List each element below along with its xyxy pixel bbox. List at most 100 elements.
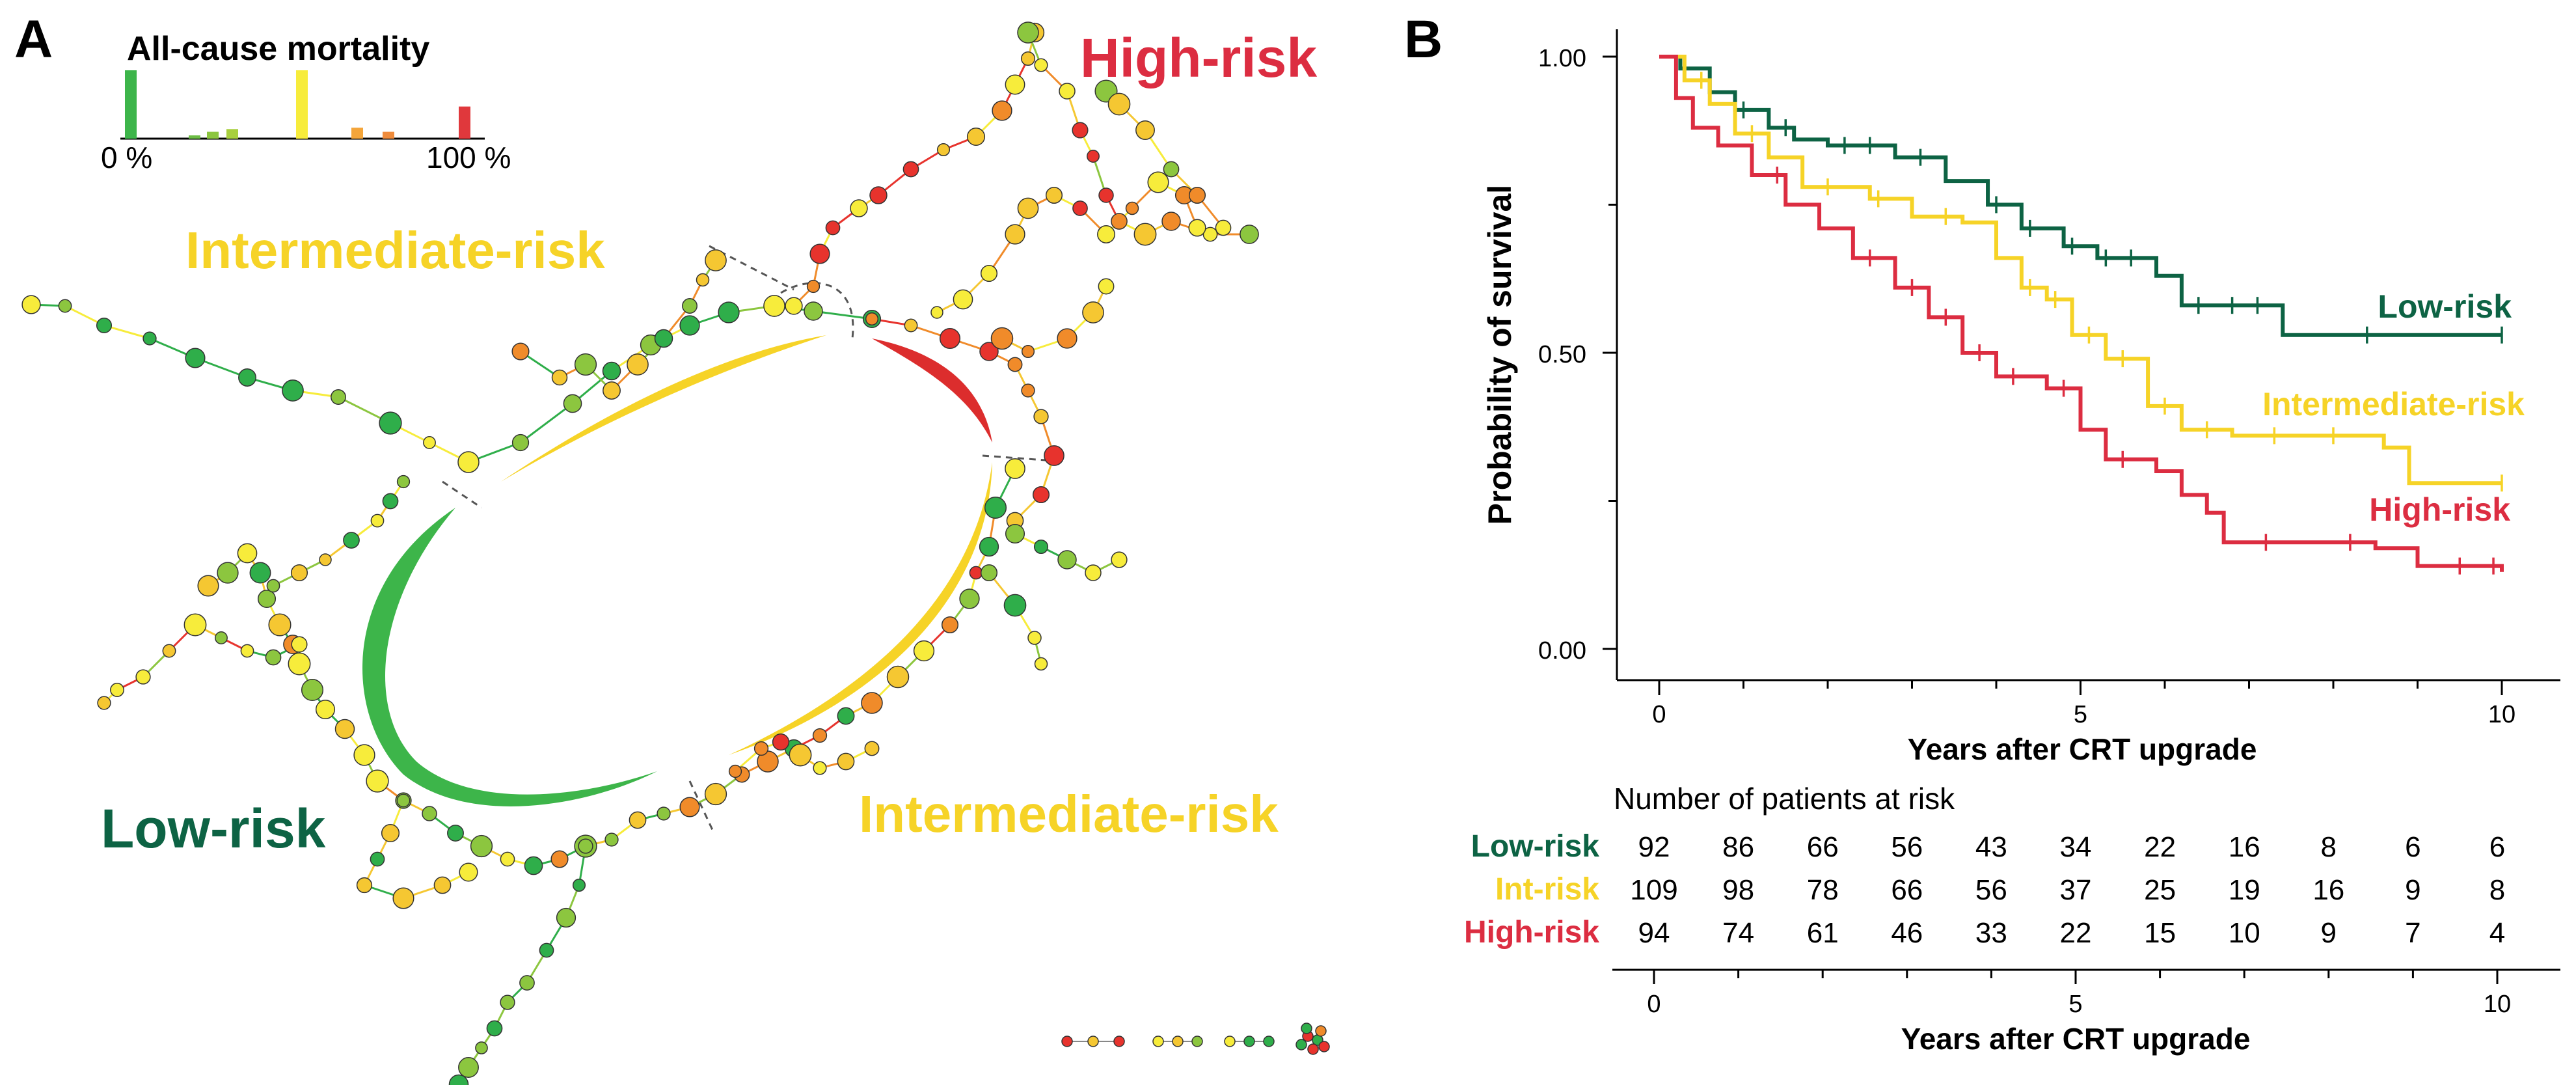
network-node (705, 249, 727, 271)
risk-cell: 66 (1891, 874, 1923, 906)
risk-table-ticks: 0 5 10 (1647, 970, 2511, 1018)
network-node (763, 295, 785, 317)
network-node (1020, 51, 1036, 66)
network-node (58, 299, 72, 313)
network-node (861, 692, 883, 714)
curve-label: High-risk (2369, 491, 2510, 528)
network-node (718, 301, 740, 323)
network-node (315, 699, 336, 720)
network-node (604, 832, 619, 847)
risk-cell: 37 (2060, 874, 2092, 906)
network-node (804, 301, 823, 321)
network-node (282, 379, 304, 402)
network-node (603, 381, 621, 400)
network-node (97, 696, 111, 710)
network-node (379, 411, 402, 435)
label-intermediate-risk-top: Intermediate-risk (185, 221, 605, 279)
network-node (1085, 564, 1102, 581)
network-node (1133, 223, 1157, 246)
network-node (1240, 225, 1259, 244)
network-node (21, 295, 41, 314)
network-node (1082, 301, 1104, 323)
risk-cell: 46 (1891, 917, 1923, 949)
network-node (396, 793, 411, 808)
risk-cell: 109 (1630, 874, 1677, 906)
risk-cell: 33 (1975, 917, 2007, 949)
network-node (500, 851, 515, 867)
mortality-legend: All-cause mortality 0 % 100 % (101, 30, 511, 174)
network-node (837, 752, 855, 771)
legend-bar (189, 135, 200, 139)
network-node (240, 644, 254, 658)
risk-table-title: Number of patients at risk (1614, 782, 1955, 816)
risk-cell: 16 (2312, 874, 2344, 906)
risk-cell: 6 (2405, 831, 2420, 863)
network-node (806, 279, 820, 294)
survival-plot: 0.00 0.50 1.00 0 5 10 Probability of surviva… (1482, 29, 2560, 766)
network-node (1087, 150, 1100, 163)
legend-min-label: 0 % (101, 141, 152, 174)
network-node (1097, 225, 1115, 243)
network-node (288, 652, 311, 676)
risk-cell: 98 (1722, 874, 1754, 906)
network-node (1033, 409, 1049, 424)
network-edge (103, 324, 150, 340)
risk-cell: 94 (1638, 917, 1670, 949)
network-node (197, 575, 219, 597)
network-node (1301, 1023, 1312, 1034)
network-node (366, 769, 389, 793)
curve-label: Low-risk (2378, 288, 2512, 325)
network-node (215, 631, 228, 644)
network-node (392, 887, 414, 909)
network-node (992, 100, 1012, 121)
network-node (470, 834, 493, 858)
network-node (886, 665, 910, 689)
network-node (902, 161, 919, 178)
risk-cell: 6 (2489, 831, 2505, 863)
network-node (370, 851, 385, 867)
risk-cell: 9 (2405, 874, 2420, 906)
network-node (574, 353, 597, 376)
risk-cell: 15 (2144, 917, 2176, 949)
network-node (249, 562, 271, 584)
network-node (1188, 219, 1206, 237)
y-axis-label: Probability of survival (1482, 185, 1518, 525)
network-node (290, 564, 308, 582)
y-tick-label: 0.00 (1538, 637, 1586, 665)
risk-cell: 16 (2229, 831, 2260, 863)
legend-bar (459, 106, 470, 139)
risk-cell: 8 (2321, 831, 2337, 863)
network-node (1087, 1036, 1099, 1047)
cluster-boundaries (442, 245, 1055, 831)
legend-title: All-cause mortality (127, 30, 429, 68)
network-node (1163, 161, 1180, 178)
network-node (1215, 219, 1232, 236)
network-node (422, 806, 437, 821)
network-node (353, 744, 375, 766)
x-tick-label: 5 (2074, 701, 2087, 728)
network-node (511, 342, 530, 361)
network-node (459, 862, 478, 882)
label-high-risk: High-risk (1080, 27, 1317, 89)
y-tick-label: 0.50 (1538, 341, 1586, 368)
risk-cell: 8 (2489, 874, 2505, 906)
risk-tick-label: 5 (2068, 991, 2082, 1018)
network-node (785, 297, 803, 315)
legend-bar (296, 70, 308, 139)
x-tick-label: 0 (1652, 701, 1666, 728)
network-node (865, 312, 879, 326)
network-node (370, 514, 385, 528)
network-node (1318, 1041, 1330, 1052)
network-node (1017, 197, 1039, 219)
network-node (511, 433, 530, 452)
network-node (941, 616, 959, 634)
risk-cell: 22 (2144, 831, 2176, 863)
network-node (904, 318, 918, 333)
network-node (704, 782, 727, 806)
survival-curve (1659, 55, 2502, 486)
network-node (1113, 1036, 1125, 1047)
risk-cell: 43 (1975, 831, 2007, 863)
survival-curve (1659, 55, 2502, 337)
network-node (1005, 224, 1025, 245)
y-axis-ticks: 0.00 0.50 1.00 (1538, 45, 1617, 665)
